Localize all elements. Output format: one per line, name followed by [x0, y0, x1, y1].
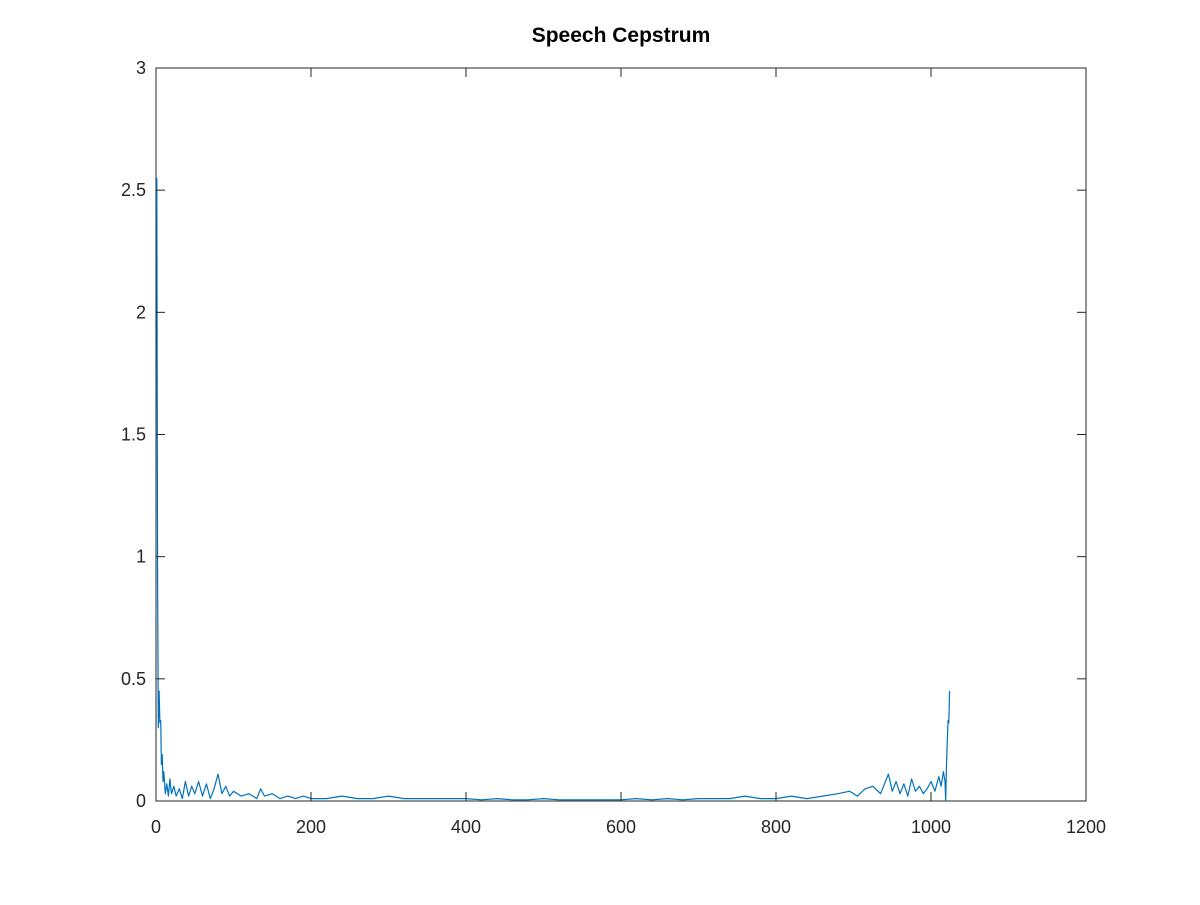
y-tick-label: 0 — [136, 791, 146, 811]
y-tick-label: 0.5 — [121, 669, 146, 689]
x-tick-label: 1200 — [1066, 817, 1106, 837]
series-line-0 — [156, 177, 951, 802]
y-tick-label: 1.5 — [121, 425, 146, 445]
x-tick-label: 400 — [451, 817, 481, 837]
series-layer — [156, 177, 951, 802]
y-tick-label: 1 — [136, 547, 146, 567]
x-tick-label: 1000 — [911, 817, 951, 837]
y-tick-label: 2 — [136, 302, 146, 322]
x-tick-label: 600 — [606, 817, 636, 837]
chart-title: Speech Cepstrum — [532, 24, 711, 47]
ticks: 0 200 400 600 800 1000 1200 0 0.5 1 1.5 2 2.5 3 — [121, 58, 1106, 837]
x-tick-label: 800 — [761, 817, 791, 837]
x-tick-label: 200 — [296, 817, 326, 837]
y-tick-label: 2.5 — [121, 180, 146, 200]
y-tick-label: 3 — [136, 58, 146, 78]
x-tick-label: 0 — [151, 817, 161, 837]
